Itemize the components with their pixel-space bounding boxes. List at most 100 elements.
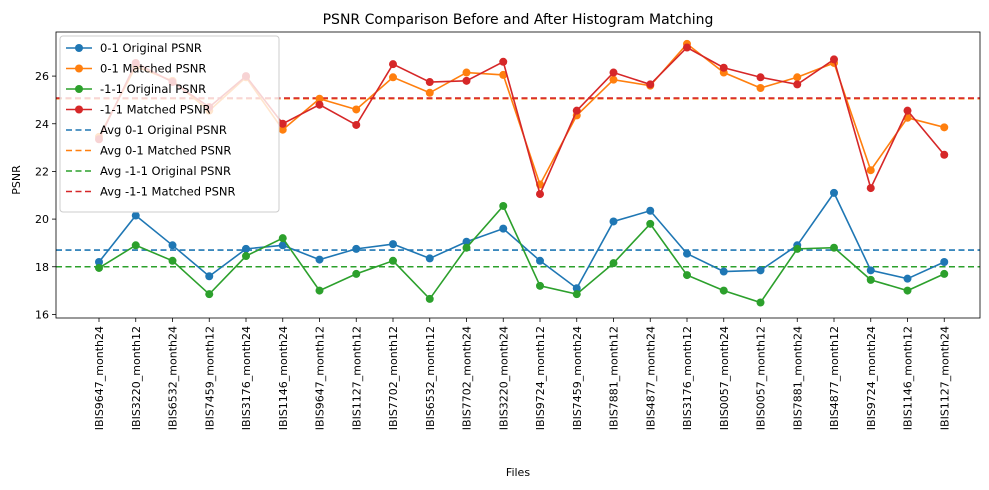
x-tick-label: IBIS0057_month24	[718, 326, 731, 430]
legend-label: -1-1 Matched PSNR	[100, 103, 211, 117]
series-2-point	[389, 256, 397, 265]
series-2-point	[866, 275, 875, 284]
series-1-point	[499, 70, 508, 79]
x-tick-label: IBIS1146_month24	[277, 326, 290, 430]
x-tick-label: IBIS9724_month24	[865, 326, 878, 430]
y-tick-label: 16	[35, 308, 49, 321]
series-0-point	[499, 224, 508, 233]
series-1-point	[315, 94, 324, 103]
series-3-point	[719, 63, 728, 72]
x-tick-label: IBIS6532_month24	[167, 326, 180, 430]
series-3-point	[536, 190, 544, 199]
series-2-point	[278, 234, 287, 243]
legend-box	[59, 35, 280, 213]
series-1-point	[940, 123, 949, 132]
x-tick-label: IBIS7702_month24	[461, 326, 474, 430]
x-tick-label: IBIS3176_month12	[681, 326, 694, 430]
series-1-point	[609, 75, 618, 84]
chart-title: PSNR Comparison Before and After Histogr…	[323, 12, 714, 28]
series-1-point	[793, 73, 802, 82]
series-3-point	[903, 106, 912, 115]
x-tick-label: IBIS6532_month12	[424, 326, 437, 430]
series-3-point	[278, 119, 287, 128]
series-2-point	[95, 263, 103, 272]
plot-frame	[55, 31, 981, 319]
series-0-point	[646, 206, 655, 215]
series-2-point	[719, 286, 728, 295]
series-2-point	[499, 201, 508, 210]
series-2-point	[536, 281, 544, 290]
series-3-point	[683, 43, 691, 52]
series-2-point	[683, 271, 691, 280]
series-2-point	[242, 252, 250, 261]
x-tick-label: IBIS9647_month24	[93, 326, 106, 430]
series-2-point	[425, 294, 434, 303]
series-3-point	[756, 73, 765, 82]
x-tick-label: IBIS7881_month24	[791, 326, 804, 430]
series-3-point	[646, 80, 655, 89]
series-0-point	[205, 272, 214, 281]
legend-marker	[75, 105, 83, 114]
series-0-point	[756, 266, 765, 275]
series-0-point	[315, 255, 324, 264]
legend-label: 0-1 Original PSNR	[100, 41, 202, 55]
legend-label: -1-1 Original PSNR	[100, 82, 206, 96]
legend-label: Avg -1-1 Matched PSNR	[100, 185, 236, 199]
series-0-point	[830, 188, 838, 197]
series-0-point	[131, 211, 140, 220]
series-3-point	[389, 60, 397, 69]
series-2-point	[646, 219, 655, 228]
series-3-point	[425, 78, 434, 87]
series-0-point	[352, 244, 361, 253]
series-2-point	[940, 269, 949, 278]
y-axis-title: PSNR	[10, 165, 23, 195]
x-tick-label: IBIS0057_month12	[755, 326, 768, 430]
series-1-point	[866, 166, 875, 175]
series-0-point	[609, 217, 618, 226]
series-2-point	[756, 298, 765, 307]
series-1-point	[352, 105, 361, 114]
series-3-point	[352, 120, 361, 129]
series-1-point	[389, 73, 397, 82]
series-3-point	[572, 106, 581, 115]
series-3-point	[315, 100, 324, 109]
series-0-point	[425, 254, 434, 263]
series-0-point	[95, 257, 103, 266]
series-0-point	[572, 284, 581, 293]
series-0-point	[168, 241, 177, 250]
series-0-point	[242, 244, 250, 253]
series-1-point	[462, 68, 471, 77]
x-axis-title: Files	[506, 466, 530, 479]
series-2-point	[462, 243, 471, 252]
series-2-point	[315, 286, 324, 295]
legend-marker	[75, 85, 83, 93]
series-0-point	[866, 266, 875, 275]
series-2-point	[572, 290, 581, 299]
axes: 16 18 20 22 24 26 IBIS9647_month24 IBIS3220_mon…	[35, 70, 951, 430]
x-tick-label: IBIS1146_month12	[902, 326, 915, 430]
series-2-point	[830, 243, 838, 252]
series-3-point	[830, 55, 838, 64]
y-tick-label: 18	[35, 261, 49, 274]
series-2-point	[793, 244, 802, 253]
legend-label: Avg 0-1 Original PSNR	[100, 123, 227, 137]
series-2-point	[609, 259, 618, 268]
series-0-point	[462, 237, 471, 246]
x-tick-label: IBIS7459_month24	[571, 326, 584, 430]
series-3-point	[609, 68, 618, 77]
series-0-point	[940, 257, 949, 266]
x-tick-label: IBIS9724_month12	[534, 326, 547, 430]
series-3-point	[499, 57, 508, 66]
series-0-point	[903, 274, 912, 283]
series-0-point	[536, 256, 544, 265]
series-1-point	[425, 88, 434, 97]
x-tick-label: IBIS4877_month12	[828, 326, 841, 430]
x-tick-label: IBIS7702_month12	[387, 326, 400, 430]
series-0-point	[278, 241, 287, 250]
series-3-point	[793, 80, 802, 89]
x-tick-label: IBIS9647_month12	[314, 326, 327, 430]
y-tick-label: 26	[35, 70, 49, 83]
x-tick-label: IBIS3220_month24	[497, 326, 510, 430]
x-tick-label: IBIS1127_month24	[938, 326, 951, 430]
